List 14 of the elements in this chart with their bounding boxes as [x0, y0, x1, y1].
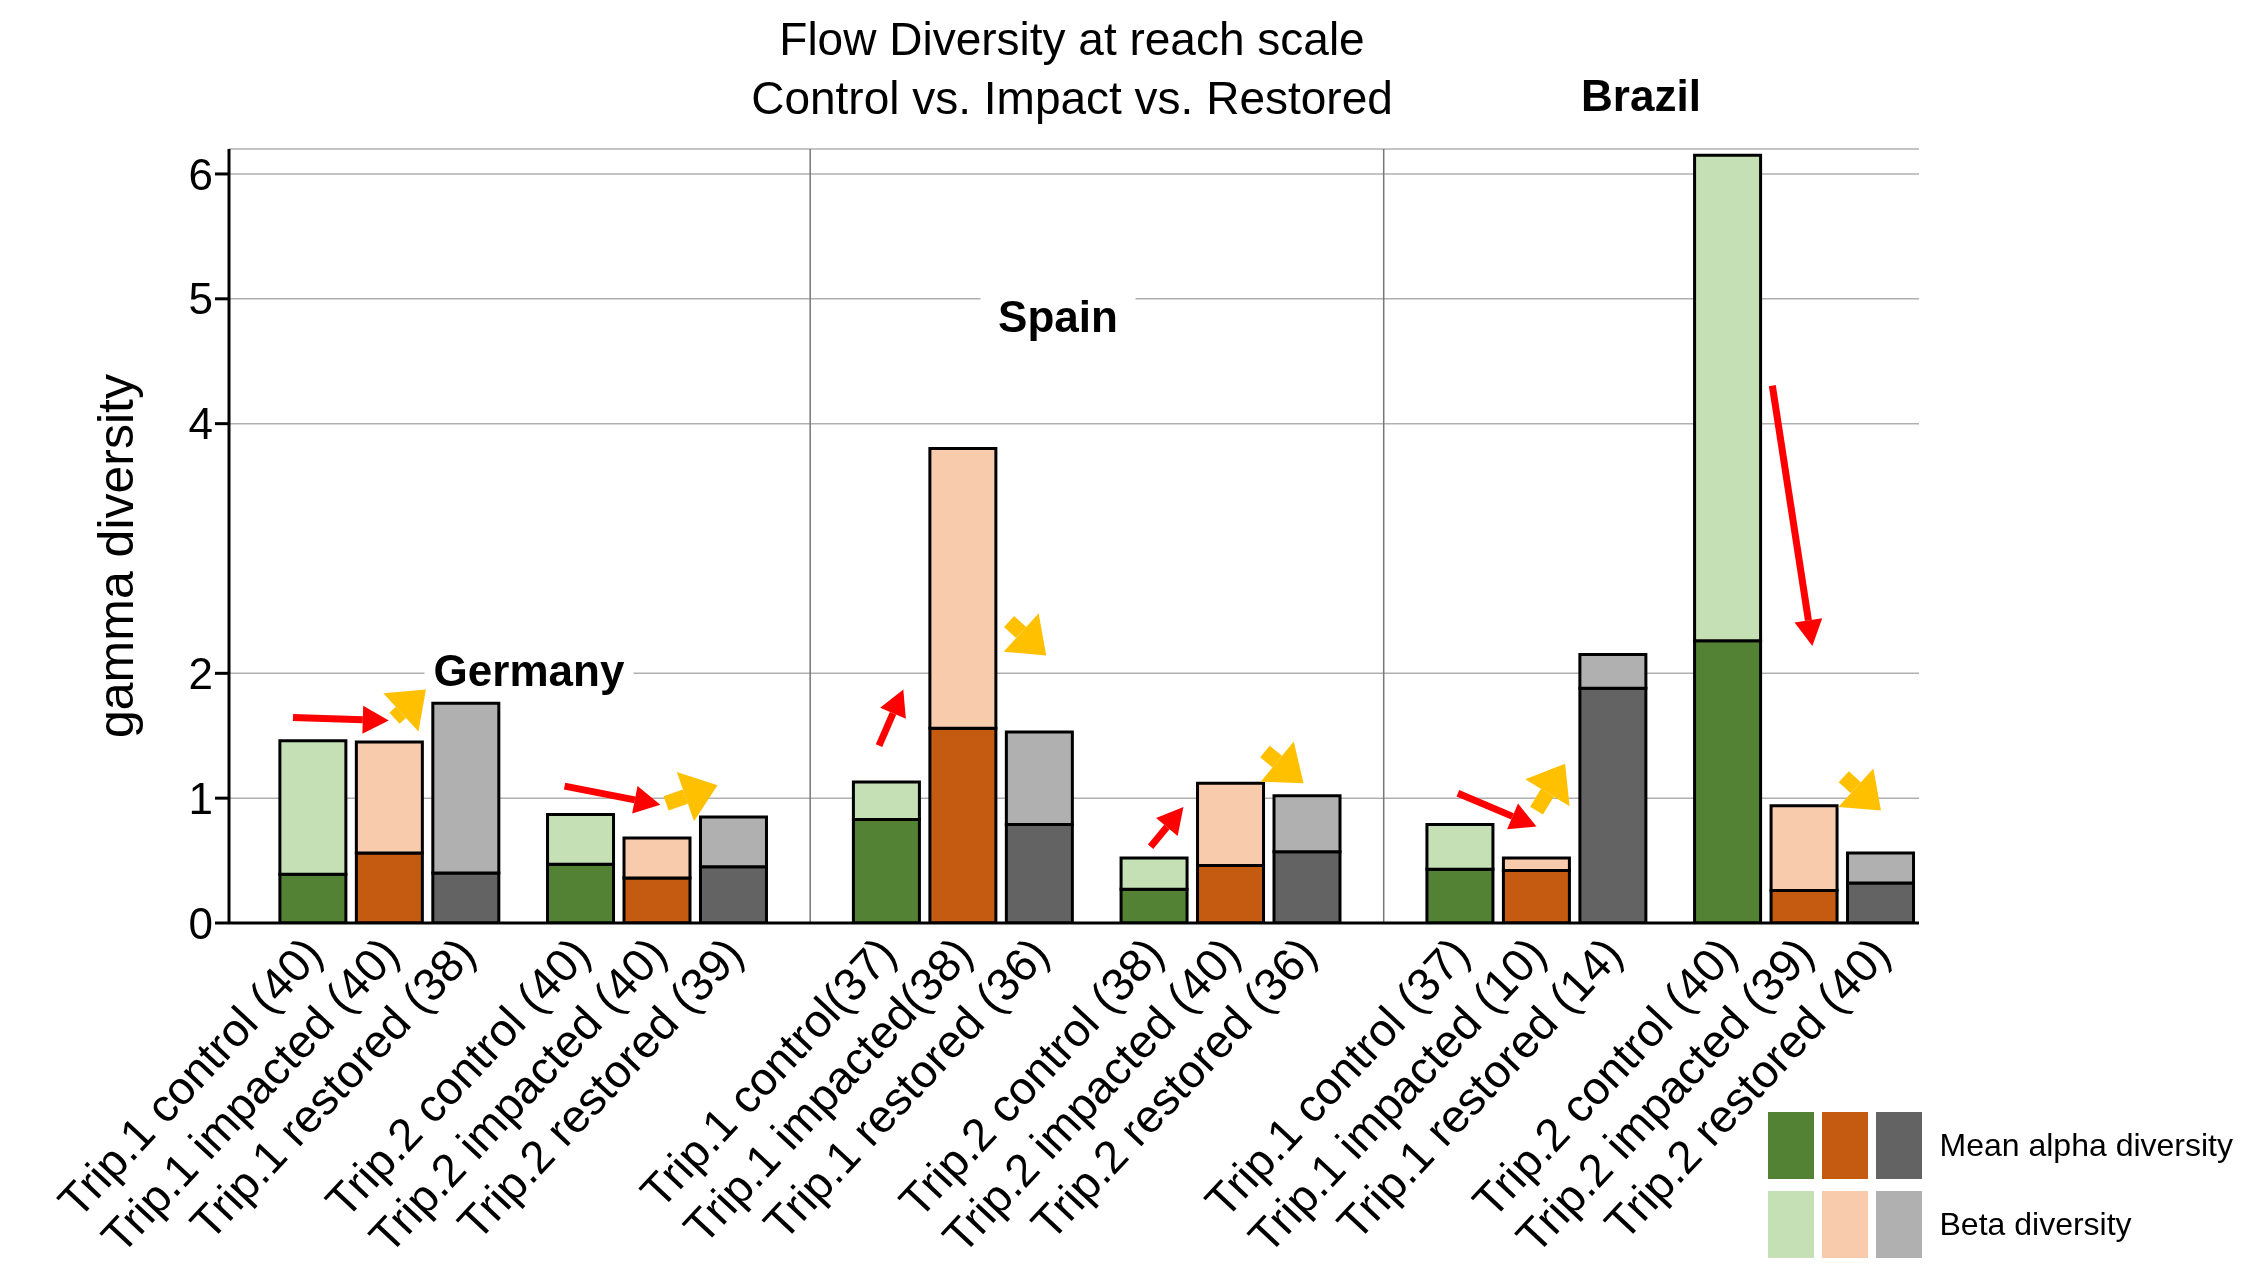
legend-label: Beta diversity [1939, 1206, 2132, 1243]
legend-label: Mean alpha diversity [1939, 1127, 2233, 1164]
y-tick-label: 0 [188, 898, 213, 948]
text: Brazil [1581, 71, 1701, 120]
chart-title: Flow Diversity at reach scale [779, 13, 1365, 65]
y-tick-label: 6 [188, 149, 213, 199]
y-tick-label: 5 [188, 274, 213, 324]
annotation: Germany [433, 645, 625, 695]
y-tick-label: 2 [188, 648, 213, 698]
y-tick-label: 4 [188, 399, 213, 449]
chart-subtitle: Control vs. Impact vs. Restored [751, 72, 1393, 124]
y-tick-label: 1 [188, 773, 213, 823]
annotation: Spain [998, 292, 1118, 342]
y-axis-title: gamma diversity [88, 374, 144, 738]
